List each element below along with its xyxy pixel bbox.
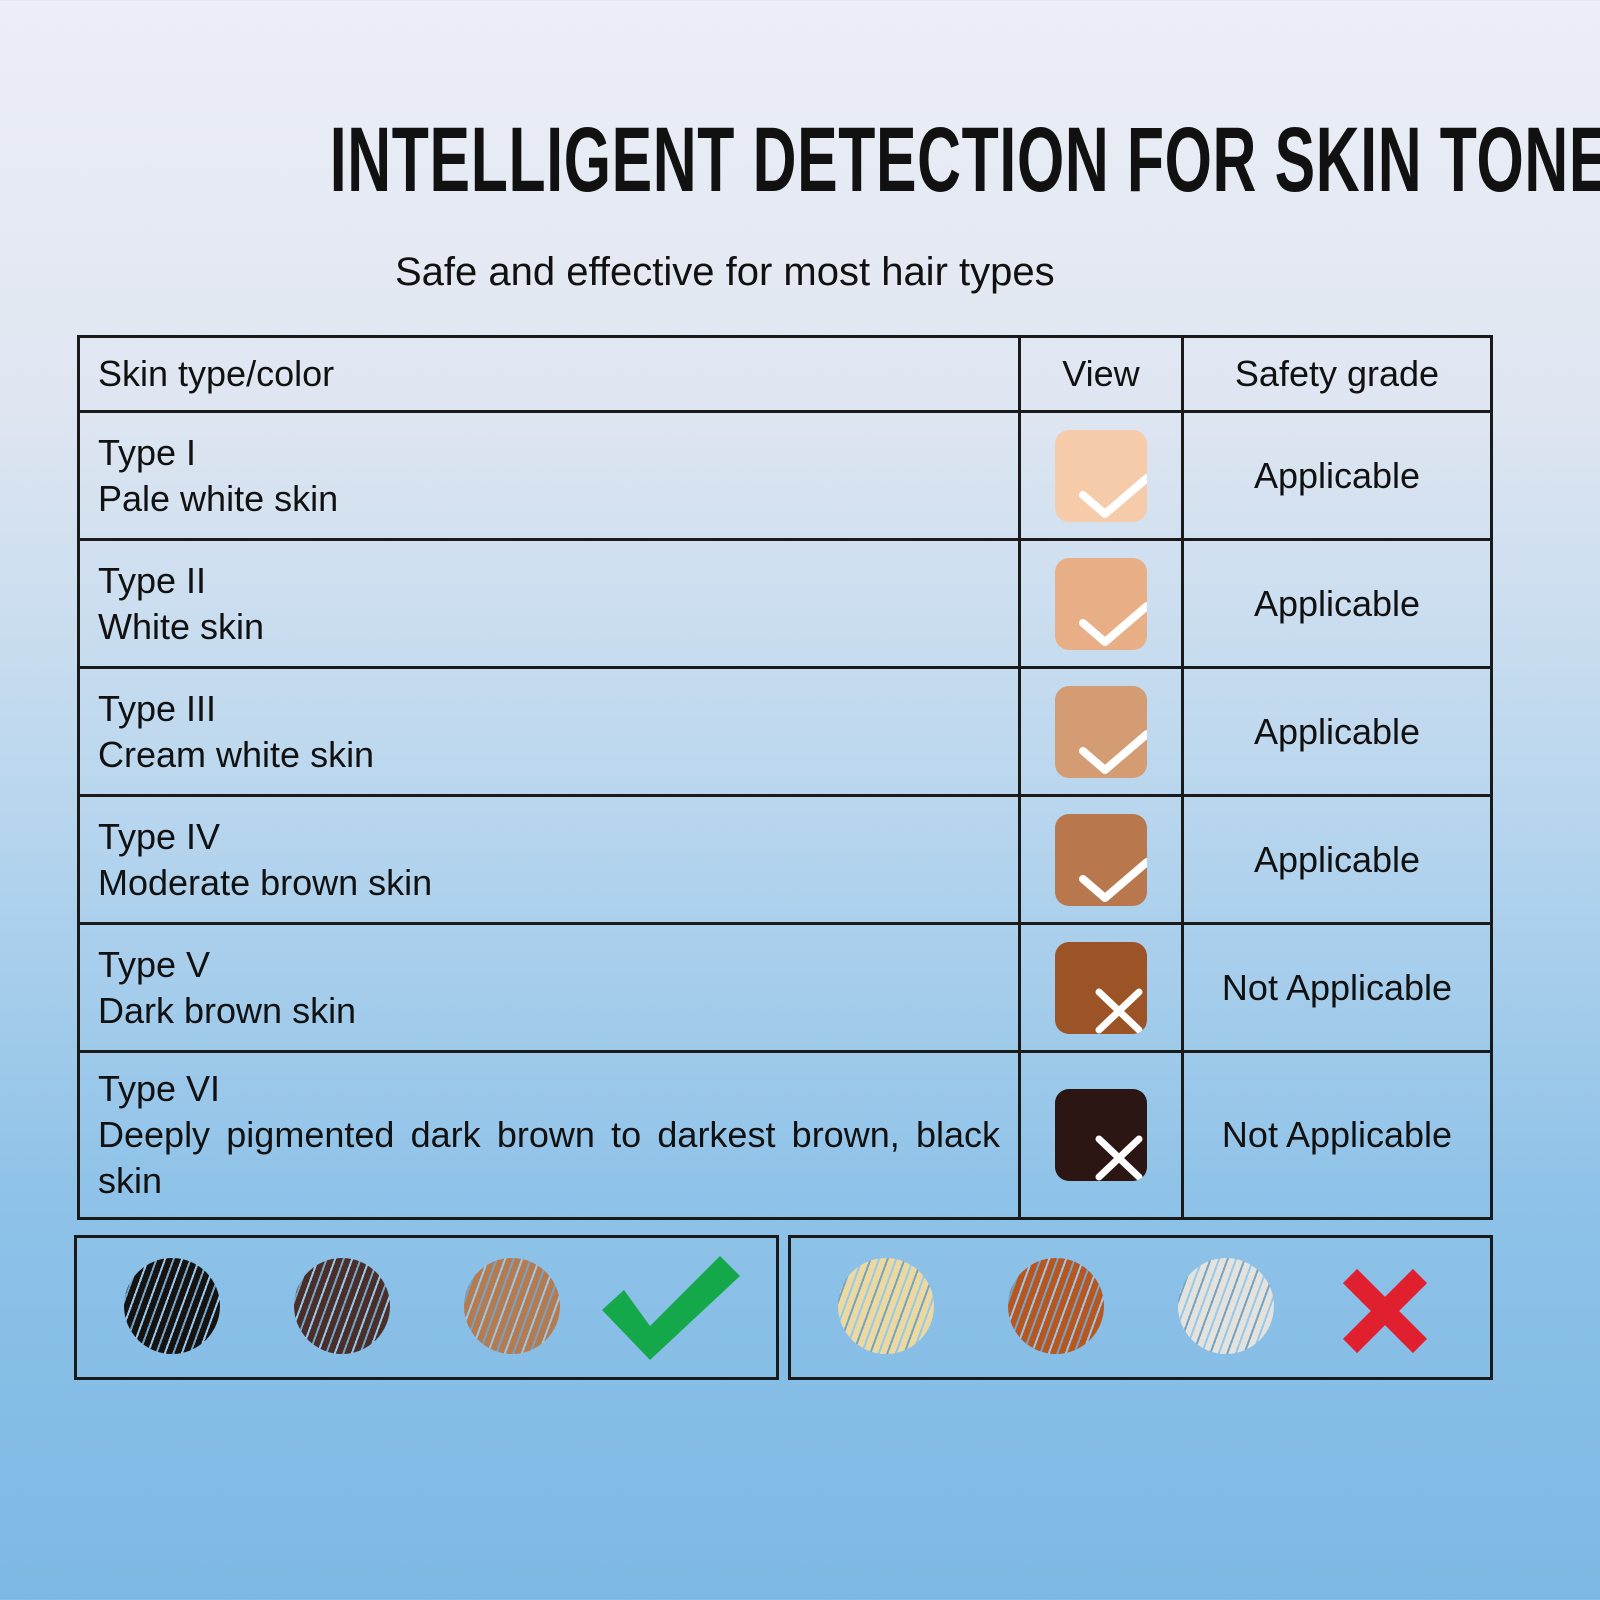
- check-icon: [1079, 601, 1147, 646]
- hair-color-swatch: [464, 1258, 560, 1354]
- table-row: Type II White skin Applicable: [77, 538, 1493, 669]
- skin-type-cell: Type III Cream white skin: [77, 666, 1021, 797]
- view-cell: [1018, 410, 1184, 541]
- header-skin-type: Skin type/color: [77, 335, 1021, 413]
- check-icon: [1079, 473, 1147, 518]
- safety-grade-cell: Applicable: [1181, 538, 1493, 669]
- table-row: Type III Cream white skin Applicable: [77, 666, 1493, 797]
- hair-color-swatch: [1008, 1258, 1104, 1354]
- skin-type-label: Type VI: [98, 1068, 221, 1109]
- view-cell: [1018, 1050, 1184, 1220]
- safety-grade-cell: Applicable: [1181, 794, 1493, 925]
- hair-color-swatch: [124, 1258, 220, 1354]
- skin-type-cell: Type IV Moderate brown skin: [77, 794, 1021, 925]
- skin-swatch: [1055, 685, 1147, 778]
- view-cell: [1018, 538, 1184, 669]
- skin-type-description: Deeply pigmented dark brown to darkest b…: [98, 1114, 1000, 1201]
- skin-type-label: Type V: [98, 943, 211, 985]
- skin-type-label: Type III: [98, 687, 217, 729]
- skin-type-description: Cream white skin: [98, 733, 375, 775]
- check-icon: [1079, 729, 1147, 774]
- hair-color-swatch: [294, 1258, 390, 1354]
- skin-type-cell: Type VI Deeply pigmented dark brown to da…: [77, 1050, 1021, 1220]
- safety-grade-cell: Not Applicable: [1181, 922, 1493, 1053]
- skin-swatch: [1055, 941, 1147, 1034]
- skin-swatch: [1055, 813, 1147, 906]
- skin-type-label: Type IV: [98, 815, 221, 857]
- table-row: Type I Pale white skin Applicable: [77, 410, 1493, 541]
- skin-type-description: Dark brown skin: [98, 989, 357, 1031]
- table-row: Type VI Deeply pigmented dark brown to da…: [77, 1050, 1493, 1220]
- safety-grade-cell: Applicable: [1181, 410, 1493, 541]
- skin-type-label: Type II: [98, 559, 207, 601]
- suitable-hair-panel: [74, 1235, 779, 1380]
- table-row: Type V Dark brown skin Not Applicable: [77, 922, 1493, 1053]
- view-cell: [1018, 666, 1184, 797]
- header-safety-grade: Safety grade: [1181, 335, 1493, 413]
- cross-icon: [1095, 988, 1143, 1033]
- skin-type-description: Moderate brown skin: [98, 861, 433, 903]
- skin-swatch: [1055, 557, 1147, 650]
- skin-swatch: [1055, 1089, 1147, 1181]
- safety-grade-cell: Applicable: [1181, 666, 1493, 797]
- skin-type-description: White skin: [98, 605, 265, 647]
- unsuitable-hair-panel: [788, 1235, 1493, 1380]
- cross-icon: [1095, 1135, 1143, 1181]
- skin-type-cell: Type I Pale white skin: [77, 410, 1021, 541]
- skin-swatch: [1055, 429, 1147, 522]
- safety-grade-cell: Not Applicable: [1181, 1050, 1493, 1220]
- skin-type-table: Skin type/color View Safety grade Type I…: [77, 335, 1493, 1220]
- view-cell: [1018, 922, 1184, 1053]
- table-row: Type IV Moderate brown skin Applicable: [77, 794, 1493, 925]
- skin-type-cell: Type V Dark brown skin: [77, 922, 1021, 1053]
- skin-type-cell: Type II White skin: [77, 538, 1021, 669]
- view-cell: [1018, 794, 1184, 925]
- green-check-icon: [602, 1256, 740, 1360]
- header-view: View: [1018, 335, 1184, 413]
- page-title: INTELLIGENT DETECTION FOR SKIN TONE: [329, 109, 1600, 211]
- skin-type-label: Type I: [98, 431, 197, 473]
- hair-color-swatch: [838, 1258, 934, 1354]
- check-icon: [1079, 857, 1147, 902]
- hair-color-swatch: [1178, 1258, 1274, 1354]
- subtitle: Safe and effective for most hair types: [395, 250, 1055, 294]
- red-cross-icon: [1342, 1268, 1428, 1354]
- skin-type-description: Pale white skin: [98, 477, 339, 519]
